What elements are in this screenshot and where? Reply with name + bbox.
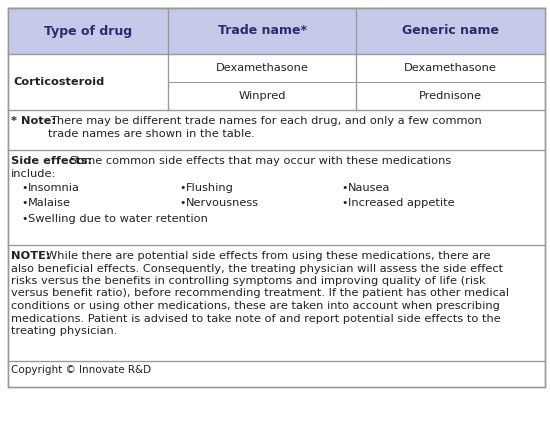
Text: •: • [21, 199, 28, 209]
Text: •: • [179, 183, 185, 193]
Text: Nervousness: Nervousness [186, 199, 259, 209]
Text: risks versus the benefits in controlling symptoms and improving quality of life : risks versus the benefits in controlling… [11, 276, 486, 286]
Text: Corticosteroid: Corticosteroid [13, 77, 105, 87]
Text: Side effects:: Side effects: [11, 156, 92, 166]
Text: Copyright © Innovate R&D: Copyright © Innovate R&D [11, 365, 151, 375]
Text: treating physician.: treating physician. [11, 326, 117, 336]
Text: include:: include: [11, 169, 56, 179]
Text: medications. Patient is advised to take note of and report potential side effect: medications. Patient is advised to take … [11, 313, 500, 323]
Text: conditions or using other medications, these are taken into account when prescri: conditions or using other medications, t… [11, 301, 500, 311]
Text: Prednisone: Prednisone [419, 91, 482, 101]
Text: Swelling due to water retention: Swelling due to water retention [28, 214, 208, 224]
Bar [8, 8, 545, 54]
Bar [8, 8, 545, 387]
Text: Increased appetite: Increased appetite [348, 199, 455, 209]
Text: Dexamethasone: Dexamethasone [404, 63, 497, 73]
Text: Trade name*: Trade name* [217, 25, 306, 37]
Text: Dexamethasone: Dexamethasone [216, 63, 309, 73]
Text: * Note:: * Note: [11, 116, 56, 126]
Text: NOTE:: NOTE: [11, 251, 51, 261]
Text: Type of drug: Type of drug [44, 25, 132, 37]
Text: •: • [179, 199, 185, 209]
Text: also beneficial effects. Consequently, the treating physician will assess the si: also beneficial effects. Consequently, t… [11, 264, 503, 273]
Text: •: • [341, 183, 348, 193]
Text: Winpred: Winpred [238, 91, 286, 101]
Text: Nausea: Nausea [348, 183, 390, 193]
Text: Flushing: Flushing [186, 183, 234, 193]
Text: While there are potential side effects from using these medications, there are: While there are potential side effects f… [46, 251, 491, 261]
Text: There may be different trade names for each drug, and only a few common: There may be different trade names for e… [50, 116, 482, 126]
Text: Generic name: Generic name [402, 25, 499, 37]
Text: Insomnia: Insomnia [28, 183, 80, 193]
Text: Some common side effects that may occur with these medications: Some common side effects that may occur … [70, 156, 451, 166]
Text: versus benefit ratio), before recommending treatment. If the patient has other m: versus benefit ratio), before recommendi… [11, 289, 509, 298]
Text: •: • [21, 183, 28, 193]
Text: trade names are shown in the table.: trade names are shown in the table. [48, 129, 255, 139]
Text: •: • [21, 214, 28, 224]
Text: Malaise: Malaise [28, 199, 71, 209]
Text: •: • [341, 199, 348, 209]
